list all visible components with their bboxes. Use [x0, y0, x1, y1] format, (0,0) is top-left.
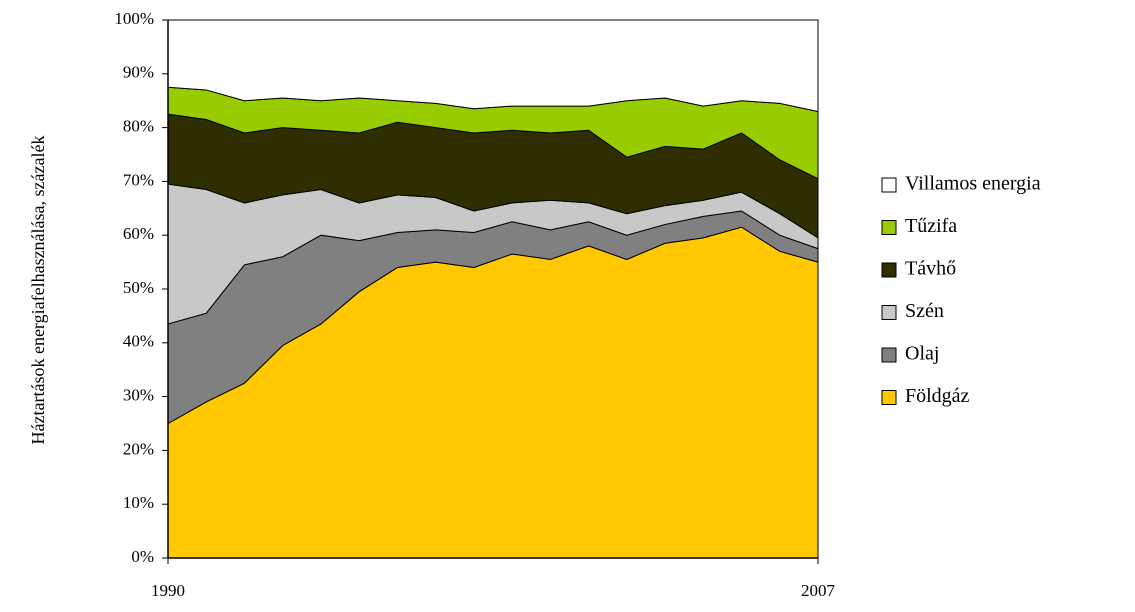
- legend-swatch: [881, 177, 897, 193]
- legend-swatch: [881, 220, 897, 235]
- y-tick-label: 70%: [123, 170, 154, 189]
- y-tick-label: 60%: [123, 224, 154, 243]
- y-tick-label: 20%: [123, 439, 154, 458]
- legend-swatch: [881, 347, 897, 363]
- y-tick-label: 10%: [123, 493, 154, 512]
- y-tick-label: 0%: [131, 547, 154, 566]
- legend-label: Szén: [905, 300, 944, 322]
- legend-label: Tűzifa: [905, 215, 957, 237]
- legend-swatch: [881, 305, 897, 320]
- y-tick-label: 40%: [123, 332, 154, 351]
- legend-swatch: [881, 262, 897, 278]
- legend-label: Földgáz: [905, 385, 970, 407]
- y-tick-label: 30%: [123, 386, 154, 405]
- x-tick-label: 2007: [801, 581, 836, 600]
- y-axis-title: Háztartások energiafelhasználása, százal…: [28, 136, 48, 445]
- y-tick-label: 100%: [114, 9, 154, 28]
- area: [167, 19, 819, 113]
- y-tick-label: 90%: [123, 63, 154, 82]
- legend-swatch: [881, 390, 897, 405]
- y-tick-label: 50%: [123, 278, 154, 297]
- legend-label: Olaj: [905, 343, 939, 365]
- legend-label: Távhő: [905, 258, 956, 280]
- y-tick-label: 80%: [123, 117, 154, 136]
- x-tick-label: 1990: [151, 581, 185, 600]
- legend-label: Villamos energia: [905, 173, 1041, 195]
